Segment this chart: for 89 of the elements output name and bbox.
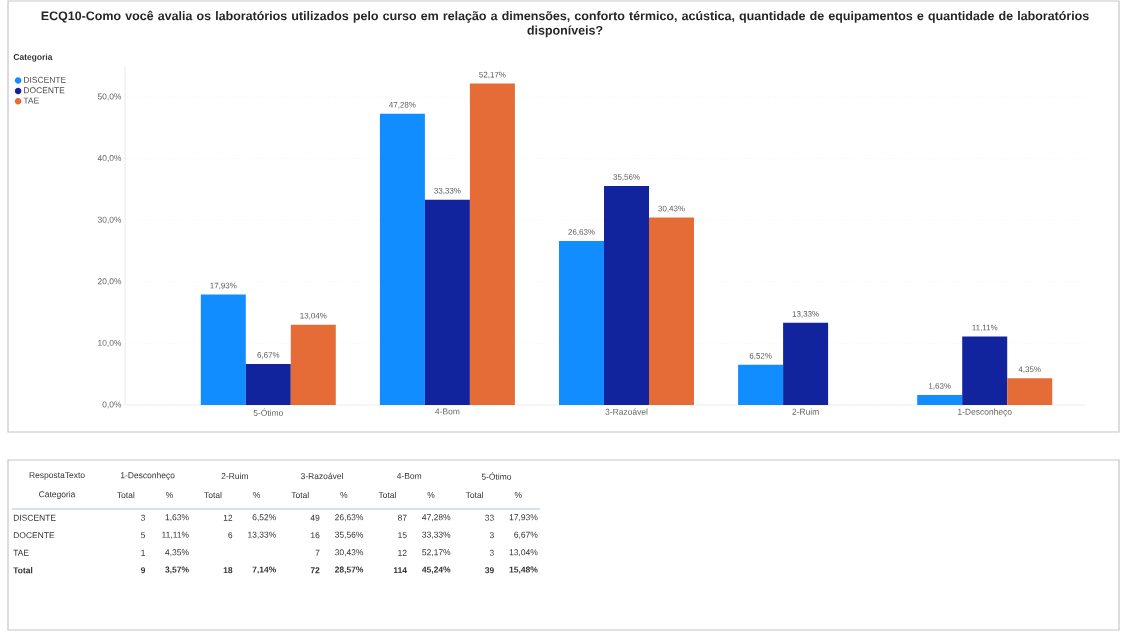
bar [200,294,246,405]
text: 26,63% [335,514,364,522]
bar [783,322,829,405]
bar [379,113,425,405]
text: RespostaTexto [29,472,85,480]
bar [559,240,604,405]
bar [245,363,291,405]
category-label: % [340,492,348,498]
text: 15 [398,532,407,539]
text: 4,35% [165,549,189,557]
text: 18 [223,567,233,574]
y-tick-label: 0,0% [102,401,122,409]
text: 13,04% [509,549,538,557]
text: 3 [489,549,494,556]
text: 49 [310,514,320,521]
category-label: % [253,492,261,498]
bar [604,185,649,405]
category-label: % [514,492,522,498]
text: 87 [397,514,407,521]
text: 7,14% [252,566,276,574]
y-tick-label: 20,0% [97,278,122,286]
x-tick-label: 4-Bom [435,408,460,415]
text: 5-Ótimo [481,472,512,480]
text: 1,63% [165,514,189,522]
category-label: DISCENTE [13,514,56,521]
text: 6 [228,532,233,539]
category-label: Total [465,491,483,499]
bar [917,394,963,405]
chart-title: ECQ10-Como você avalia os laboratórios utilizados pelo curso em relação a dimensões, conforto térmico, acústica, quantidade de equipamentos e quantidade de laboratórios disponíveis? [41,10,1089,38]
bar [649,217,694,405]
text: 3 [141,514,146,521]
category-label: DOCENTE [13,532,55,539]
category-label: Total [291,491,309,499]
y-tick-label: 50,0% [97,93,122,101]
category-label: TAE [13,549,29,556]
text: 13,33% [248,531,276,539]
y-tick-label: 40,0% [97,155,122,163]
legend-label: TAE [23,97,39,104]
y-tick-label: 10,0% [98,339,122,347]
category-label: Total [204,491,222,499]
text: 72 [310,567,320,574]
bar [962,336,1008,405]
category-label: % [427,492,435,498]
text: 16 [311,532,320,539]
text: 6,52% [252,514,276,522]
text: 3-Razoável [300,472,343,480]
text: 6,67% [514,531,538,539]
y-tick-label: 30,0% [97,216,122,224]
text: 28,57% [334,566,364,574]
category-label: Total [117,491,135,499]
text: 17,93% [509,514,538,522]
legend-label: DOCENTE [24,87,65,94]
text: 114 [393,567,407,574]
bar [290,324,336,405]
text: 15,48% [509,566,538,574]
bar [1007,378,1053,405]
text: 1-Desconheço [120,472,175,480]
text: 30,43% [335,549,364,557]
text: 7 [315,549,320,556]
legend-label: DISCENTE [24,76,66,83]
text: 12 [223,514,233,521]
text: 45,24% [422,566,451,574]
bar [424,199,470,405]
text: 4-Bom [396,473,422,479]
text: 11,11% [162,531,189,539]
text: 3 [489,532,494,539]
bar [738,364,784,405]
text: 33 [485,514,494,521]
category-label: Total [13,567,33,574]
text: 9 [141,567,146,574]
category-label: Total [378,491,396,499]
text: 33,33% [422,531,451,539]
legend-title: Categoria [13,53,53,62]
text: 12 [398,549,407,556]
bar [469,83,515,405]
text: 52,17% [422,549,451,557]
text: 47,28% [422,514,451,522]
text: 3,57% [165,566,189,574]
text: 35,56% [335,531,364,539]
text: 2-Ruim [221,472,248,480]
text: Categoria [39,491,76,499]
category-label: % [165,492,173,498]
text: 5 [141,532,146,539]
x-tick-label: 5-Ótimo [253,408,283,416]
text: 39 [484,567,494,574]
x-tick-label: 1-Desconheço [958,408,1012,417]
x-tick-label: 2-Ruim [792,408,819,415]
text: 1 [141,549,145,556]
x-tick-label: 3-Razoável [605,408,648,415]
